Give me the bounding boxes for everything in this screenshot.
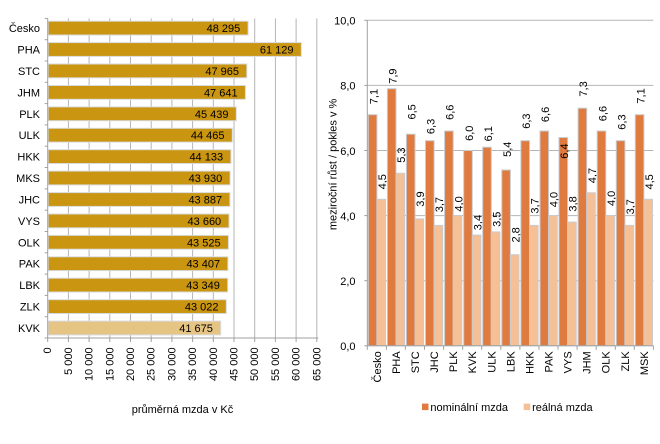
svg-text:44 465: 44 465 [191,130,225,142]
svg-text:43 407: 43 407 [186,259,220,271]
svg-text:5,4: 5,4 [502,142,514,157]
svg-text:OLK: OLK [601,351,613,374]
svg-text:43 349: 43 349 [186,280,220,292]
svg-text:6,6: 6,6 [540,107,552,122]
svg-text:4,0: 4,0 [606,191,618,206]
svg-text:3,7: 3,7 [625,199,637,214]
svg-text:0,0: 0,0 [340,341,355,353]
svg-text:PLK: PLK [448,351,460,372]
svg-text:8,0: 8,0 [340,81,355,93]
svg-text:15 000: 15 000 [104,347,116,381]
svg-text:6,4: 6,4 [559,144,571,159]
svg-text:KVK: KVK [467,351,479,374]
svg-text:JHC: JHC [429,351,441,372]
svg-text:STC: STC [18,66,40,78]
svg-text:61 129: 61 129 [260,45,294,57]
svg-text:nominální mzda: nominální mzda [430,402,509,414]
svg-text:60 000: 60 000 [291,347,303,381]
svg-text:0: 0 [42,347,54,353]
svg-text:3,8: 3,8 [568,196,580,211]
svg-text:Česko: Česko [9,22,40,35]
svg-text:10 000: 10 000 [84,347,96,381]
svg-text:4,0: 4,0 [340,211,355,223]
svg-text:35 000: 35 000 [187,347,199,381]
svg-text:47 641: 47 641 [204,87,238,99]
svg-text:JHC: JHC [19,195,40,207]
svg-text:10,0: 10,0 [334,16,355,28]
svg-text:30 000: 30 000 [166,347,178,381]
svg-text:7,3: 7,3 [578,81,590,96]
svg-text:2,8: 2,8 [511,227,523,242]
svg-text:3,7: 3,7 [530,198,542,213]
svg-text:PHA: PHA [391,351,403,374]
svg-text:PAK: PAK [544,351,556,373]
svg-text:ULK: ULK [486,351,498,373]
svg-text:50 000: 50 000 [249,347,261,381]
svg-text:6,5: 6,5 [407,104,419,119]
svg-text:4,5: 4,5 [644,174,656,189]
svg-text:2,0: 2,0 [340,276,355,288]
svg-text:JHM: JHM [17,87,40,99]
svg-text:Česko: Česko [371,351,384,382]
svg-text:MKS: MKS [16,173,40,185]
svg-text:6,6: 6,6 [597,106,609,121]
svg-text:reálná mzda: reálná mzda [532,402,593,414]
svg-text:4,7: 4,7 [587,168,599,183]
svg-text:43 887: 43 887 [188,195,222,207]
svg-text:6,1: 6,1 [483,126,495,141]
svg-text:6,3: 6,3 [521,114,533,129]
svg-text:3,5: 3,5 [491,212,503,227]
svg-text:40 000: 40 000 [208,347,220,381]
svg-text:7,1: 7,1 [635,88,647,103]
svg-text:7,1: 7,1 [368,89,380,104]
svg-text:48 295: 48 295 [207,23,241,35]
svg-text:65 000: 65 000 [311,347,323,381]
svg-text:47 965: 47 965 [205,66,239,78]
svg-text:3,7: 3,7 [434,197,446,212]
svg-text:20 000: 20 000 [125,347,137,381]
svg-text:41 675: 41 675 [179,323,213,335]
svg-text:meziroční růst / pokles v %: meziroční růst / pokles v % [327,98,339,230]
svg-text:6,0: 6,0 [340,146,355,158]
svg-text:LBK: LBK [19,280,40,292]
svg-text:PLK: PLK [19,109,40,121]
svg-text:45 000: 45 000 [229,347,241,381]
svg-text:VYS: VYS [563,351,575,373]
svg-text:44 133: 44 133 [189,152,223,164]
svg-text:ZLK: ZLK [20,302,41,314]
svg-text:LBK: LBK [505,351,517,372]
svg-text:3,4: 3,4 [472,215,484,230]
svg-text:43 525: 43 525 [187,237,221,249]
svg-text:ZLK: ZLK [620,351,632,372]
svg-text:MSK: MSK [639,351,651,376]
svg-text:4,0: 4,0 [549,192,561,207]
svg-text:6,6: 6,6 [445,105,457,120]
svg-text:KVK: KVK [18,323,41,335]
svg-text:STC: STC [410,351,422,373]
svg-text:ULK: ULK [19,130,41,142]
svg-text:4,5: 4,5 [377,174,389,189]
svg-text:HKK: HKK [17,152,40,164]
svg-text:45 439: 45 439 [195,109,229,121]
svg-text:43 930: 43 930 [189,173,223,185]
svg-text:průměrná mzda v Kč: průměrná mzda v Kč [132,404,234,416]
svg-text:7,9: 7,9 [388,69,400,84]
svg-text:6,3: 6,3 [616,114,628,129]
svg-text:5,3: 5,3 [396,148,408,163]
svg-text:6,0: 6,0 [464,126,476,141]
svg-text:OLK: OLK [18,237,41,249]
svg-text:HKK: HKK [524,351,536,374]
svg-text:43 660: 43 660 [188,216,222,228]
svg-text:6,3: 6,3 [426,119,438,134]
svg-text:JHM: JHM [582,351,594,374]
svg-text:55 000: 55 000 [270,347,282,381]
svg-text:4,0: 4,0 [453,196,465,211]
svg-text:5 000: 5 000 [63,347,75,375]
svg-text:PAK: PAK [19,259,41,271]
svg-text:43 022: 43 022 [185,302,219,314]
svg-text:25 000: 25 000 [146,347,158,381]
svg-text:VYS: VYS [18,216,40,228]
svg-text:3,9: 3,9 [415,191,427,206]
svg-text:PHA: PHA [17,45,40,57]
